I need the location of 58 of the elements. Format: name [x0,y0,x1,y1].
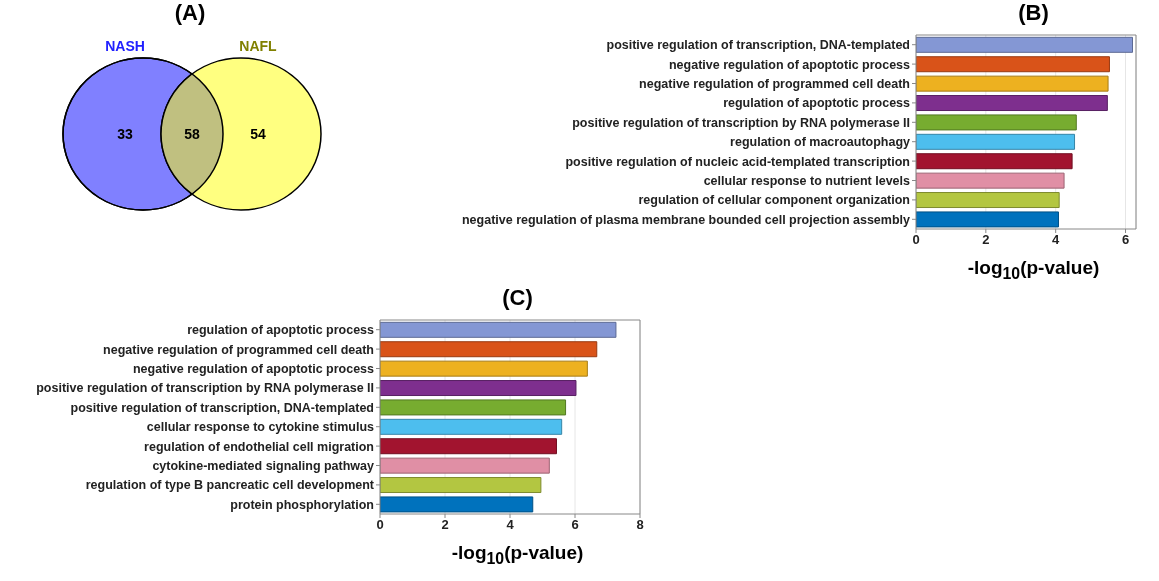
y-tick-label: regulation of cellular component organization [638,193,910,208]
y-tick-label: positive regulation of transcription by RNA polymerase II [36,381,374,396]
bar [916,153,1073,170]
y-tick-label: negative regulation of programmed cell death [639,76,910,91]
x-tick-label: 4 [1052,232,1061,248]
y-tick-label: negative regulation of programmed cell death [103,342,374,357]
y-tick-label: regulation of apoptotic process [187,323,375,338]
bar [380,399,567,416]
bar [916,211,1059,228]
y-tick-label: protein phosphorylation [230,497,374,512]
text: (A) [173,0,207,26]
y-tick-label: negative regulation of apoptotic process [668,57,911,72]
y-tick-label: positive regulation of nucleic acid-templated transcription [565,154,910,169]
bar [916,75,1109,92]
bar [380,477,542,494]
x-tick-label: 0 [376,517,384,533]
bar [380,418,563,435]
x-tick-label: 4 [506,517,515,533]
x-tick-label: 0 [912,232,920,248]
x-tick-label: 6 [1121,232,1130,248]
x-axis-title: -log$_{10}$(p-value) [966,257,1101,283]
category-label: NASH [105,38,145,54]
bar [916,95,1108,112]
bar [916,172,1065,189]
x-tick-label: 6 [571,517,579,533]
bar [380,360,588,377]
y-tick-label: regulation of apoptotic process [723,96,911,111]
bar [380,438,557,455]
y-tick-label: positive regulation of transcription, DNA-templated [70,400,374,415]
y-tick-label: cellular response to cytokine stimulus [146,420,375,435]
x-tick-label: 2 [441,517,449,533]
y-tick-label: cellular response to nutrient levels [703,173,911,188]
y-tick-label: positive regulation of transcription by RNA polymerase II [572,115,910,130]
bar [380,380,577,397]
bar [380,341,598,358]
bar [380,496,534,513]
bar [916,192,1060,209]
data-label: 54 [250,126,266,142]
category-label: NAFL [239,38,278,54]
x-axis-title: -log$_{10}$(p-value) [450,542,585,568]
bar [380,321,617,338]
y-tick-label: negative regulation of plasma membrane bounded cell projection assembly [461,212,911,227]
chart-title: (B) [1017,0,1050,26]
x-tick-label: 8 [636,517,644,533]
y-tick-label: cytokine-mediated signaling pathway [152,458,375,473]
bar [380,457,550,474]
x-tick-label: 2 [982,232,990,248]
y-tick-label: positive regulation of transcription, DNA-templated [606,38,910,53]
chart-title: (C) [501,285,534,311]
y-tick-label: negative regulation of apoptotic process [132,361,375,376]
data-label: 33 [117,126,133,142]
data-label: 58 [184,126,200,142]
bar [916,133,1076,150]
y-tick-label: regulation of type B pancreatic cell development [85,478,375,493]
bar [916,56,1110,73]
bar [916,114,1077,131]
y-tick-label: regulation of macroautophagy [730,135,911,150]
y-tick-label: regulation of endothelial cell migration [144,439,374,454]
